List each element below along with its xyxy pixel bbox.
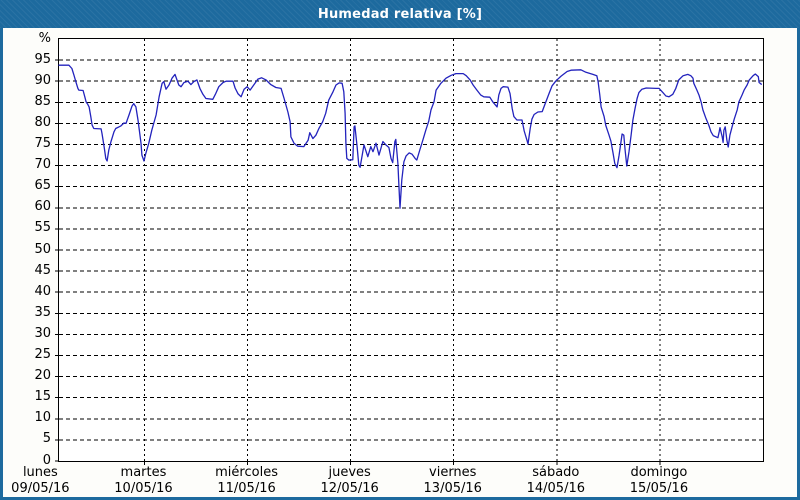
- x-tick-day-label: miércoles: [215, 465, 278, 480]
- y-tick-label: 65: [34, 178, 51, 194]
- y-tick-label: 95: [34, 51, 51, 67]
- y-tick-label: 80: [34, 114, 51, 130]
- y-tick-label: 5: [42, 431, 51, 447]
- y-tick-label: 50: [34, 241, 51, 257]
- x-tick-day-label: jueves: [328, 465, 371, 480]
- chart-canvas: % 0 5 10 15 20 25 30 35 40 45 50 55 60 65 70 75 80 85 90 95…: [3, 28, 797, 497]
- y-tick-label: 90: [34, 72, 51, 88]
- x-tick-date-label: 15/05/16: [629, 481, 689, 496]
- y-tick-label: 30: [34, 325, 51, 341]
- y-tick-label: 70: [34, 157, 51, 173]
- x-tick-day-label: domingo: [630, 465, 688, 480]
- y-tick-label: 55: [34, 220, 51, 236]
- y-tick-label: 20: [34, 368, 51, 384]
- plot-area: [55, 38, 764, 465]
- y-tick-label: 60: [34, 199, 51, 215]
- y-tick-label: 0: [42, 452, 51, 468]
- humidity-chart-svg: [55, 39, 763, 465]
- title-bar: Humedad relativa [%]: [0, 0, 800, 28]
- y-tick-label: 15: [34, 389, 51, 405]
- y-tick-label: 45: [34, 262, 51, 278]
- x-tick-date-label: 13/05/16: [423, 481, 482, 496]
- x-tick-day-label: sábado: [532, 465, 580, 480]
- humidity-line: [58, 64, 762, 209]
- y-tick-label: 10: [34, 410, 51, 426]
- x-tick-date-label: 09/05/16: [11, 481, 70, 496]
- x-tick-day-label: viernes: [429, 465, 477, 480]
- x-tick-date-label: 10/05/16: [114, 481, 173, 496]
- y-tick-label: 75: [34, 136, 51, 151]
- y-tick-label: 85: [34, 93, 51, 109]
- x-tick-day-label: martes: [120, 465, 167, 480]
- y-tick-label: 35: [34, 304, 51, 320]
- y-tick-label: 25: [34, 347, 51, 362]
- x-tick-date-label: 14/05/16: [526, 481, 586, 496]
- x-tick-date-label: 12/05/16: [320, 481, 379, 496]
- chart-title: Humedad relativa [%]: [317, 6, 483, 22]
- x-tick-day-label: lunes: [22, 465, 58, 480]
- x-tick-date-label: 11/05/16: [217, 481, 276, 496]
- y-tick-label: 40: [34, 283, 51, 299]
- y-axis-unit-label: %: [38, 30, 51, 46]
